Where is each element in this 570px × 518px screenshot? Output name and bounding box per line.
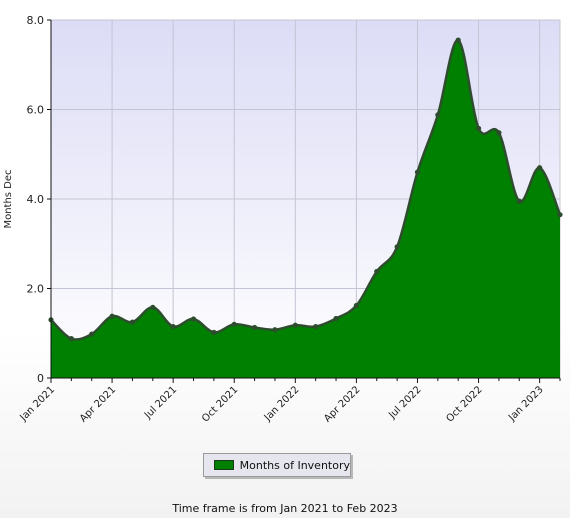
data-point xyxy=(374,268,380,275)
data-point xyxy=(496,130,502,136)
data-points xyxy=(48,37,563,342)
x-tick-label: Jul 2022 xyxy=(386,384,423,421)
x-tick-label: Oct 2021 xyxy=(200,384,240,424)
data-point xyxy=(129,319,136,325)
data-point xyxy=(516,198,522,204)
data-point xyxy=(557,212,563,218)
data-point xyxy=(68,336,74,342)
x-tick-label: Oct 2022 xyxy=(444,384,484,424)
x-axis-ticks: Jan 2021 Apr 2021 Jul 2021 Oct 2021 Jan 2022… xyxy=(17,378,561,425)
y-tick-label: 4.0 xyxy=(27,193,45,206)
legend-label: Months of Inventory xyxy=(239,458,350,472)
data-point xyxy=(252,324,258,331)
x-tick-label: Jul 2021 xyxy=(142,384,179,421)
y-tick-label: 6.0 xyxy=(27,104,45,117)
data-point xyxy=(455,37,461,43)
data-point xyxy=(394,244,400,250)
data-point xyxy=(170,323,176,330)
y-axis-title: Months Dec xyxy=(3,169,14,228)
x-tick-label: Apr 2021 xyxy=(78,384,118,424)
y-tick-label: 2.0 xyxy=(27,283,45,296)
y-axis-ticks: 0 2.0 4.0 6.0 8.0 xyxy=(27,14,51,385)
data-point xyxy=(272,327,278,333)
data-point xyxy=(435,112,441,118)
data-point xyxy=(333,315,339,322)
data-point xyxy=(414,169,421,175)
legend-swatch xyxy=(214,460,234,470)
timeframe-footnote: Time frame is from Jan 2021 to Feb 2023 xyxy=(172,502,398,515)
x-tick-label: Jan 2023 xyxy=(506,384,546,424)
y-tick-label: 8.0 xyxy=(27,14,45,27)
legend: Months of Inventory xyxy=(203,453,351,477)
data-point xyxy=(231,321,237,327)
data-point xyxy=(537,165,543,171)
data-point xyxy=(313,323,319,330)
x-tick-label: Jan 2022 xyxy=(262,384,302,424)
data-point xyxy=(475,125,482,131)
y-tick-label: 0 xyxy=(37,372,44,385)
data-point xyxy=(353,302,359,309)
x-tick-label: Jan 2021 xyxy=(17,384,57,424)
data-point xyxy=(89,331,95,337)
series-area-months-of-inventory xyxy=(51,40,560,378)
data-point xyxy=(211,329,217,335)
data-point xyxy=(150,304,156,310)
data-point xyxy=(109,313,115,319)
data-point xyxy=(190,316,197,322)
data-point xyxy=(292,322,298,328)
x-tick-label: Apr 2022 xyxy=(322,384,362,424)
